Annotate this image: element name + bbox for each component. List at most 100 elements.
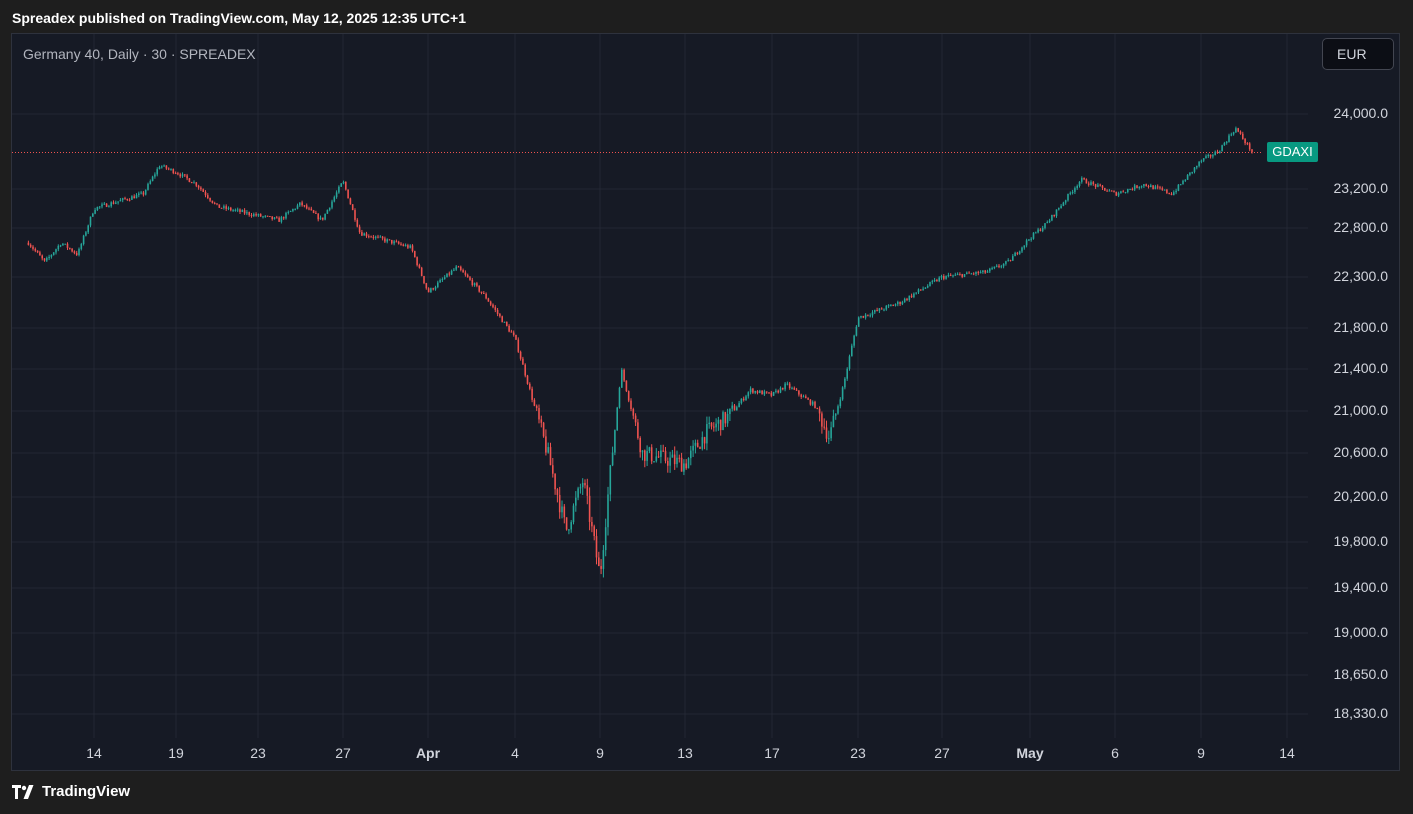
candle-body	[128, 199, 131, 201]
candle-body	[218, 204, 221, 208]
candle-body	[172, 169, 175, 174]
time-tick-label: 23	[850, 745, 866, 761]
candle-body	[892, 305, 894, 307]
candle-body	[1097, 184, 1099, 187]
price-tick-label: 24,000.0	[1334, 105, 1389, 121]
candle-body	[368, 236, 370, 238]
candle-body	[292, 209, 294, 211]
candle-body	[913, 293, 915, 298]
candle-body	[947, 274, 950, 277]
candle-body	[98, 206, 101, 208]
candle-body	[483, 292, 485, 294]
candle-body	[59, 245, 62, 247]
candle-body	[821, 413, 823, 427]
candle-body	[867, 314, 869, 316]
tradingview-logo-icon	[12, 784, 34, 799]
candle-body	[280, 217, 283, 222]
chart-panel[interactable]	[11, 33, 1400, 771]
candle-body	[874, 310, 876, 313]
candle-body	[174, 173, 177, 175]
candle-body	[319, 217, 322, 220]
candle-body	[1152, 185, 1154, 190]
candle-body	[687, 458, 690, 469]
candle-body	[570, 522, 572, 530]
candle-body	[69, 247, 71, 249]
candle-body	[1237, 128, 1239, 132]
candle-body	[349, 198, 352, 205]
candle-body	[1214, 151, 1216, 156]
candle-body	[614, 430, 616, 453]
candle-body	[568, 529, 570, 531]
candle-body	[890, 305, 892, 307]
candle-body	[156, 169, 158, 175]
candle-body	[959, 274, 961, 276]
candle-body	[133, 196, 135, 199]
candle-body	[517, 339, 520, 352]
candle-body	[554, 473, 556, 490]
brand[interactable]: TradingView	[12, 783, 130, 800]
candle-body	[805, 396, 807, 399]
candle-body	[800, 394, 802, 397]
candle-body	[416, 257, 418, 266]
candle-body	[1184, 179, 1187, 181]
candle-body	[1239, 131, 1242, 134]
candle-body	[745, 396, 747, 401]
candle-body	[170, 169, 172, 171]
candle-body	[535, 405, 538, 409]
candle-body	[402, 244, 405, 246]
candle-body	[563, 506, 566, 518]
candle-body	[621, 369, 623, 388]
candle-body	[1012, 256, 1014, 261]
candle-body	[124, 198, 126, 200]
candle-body	[1232, 132, 1235, 135]
candle-body	[549, 447, 552, 466]
candle-body	[89, 216, 92, 226]
candle-body	[807, 398, 809, 400]
candle-body	[73, 251, 76, 253]
price-tick-label: 21,800.0	[1334, 319, 1389, 335]
candle-body	[190, 182, 193, 184]
candle-body	[943, 276, 945, 279]
candle-body	[984, 270, 986, 273]
candle-body	[1023, 245, 1026, 248]
price-tick-label: 20,600.0	[1334, 444, 1389, 460]
candle-body	[915, 292, 917, 294]
candle-body	[779, 387, 782, 393]
candle-body	[993, 266, 996, 269]
candle-body	[1076, 186, 1078, 189]
candle-body	[437, 282, 439, 288]
currency-button[interactable]: EUR	[1322, 38, 1394, 70]
candle-body	[920, 289, 922, 291]
candle-body	[377, 236, 379, 238]
candle-body	[324, 213, 326, 220]
candle-body	[851, 345, 853, 357]
candle-body	[1101, 185, 1104, 188]
candle-body	[423, 276, 425, 284]
candle-body	[432, 288, 434, 290]
candle-body	[561, 506, 563, 513]
candle-body	[287, 211, 290, 213]
candle-body	[1242, 133, 1244, 139]
candle-body	[832, 415, 835, 428]
candle-body	[78, 248, 80, 255]
candle-body	[450, 270, 453, 275]
candle-body	[977, 271, 980, 274]
candle-body	[485, 293, 487, 299]
candle-body	[1230, 134, 1233, 136]
candle-body	[345, 182, 347, 190]
candle-body	[1120, 191, 1122, 194]
candle-body	[533, 399, 536, 406]
candle-body	[420, 267, 423, 277]
candle-body	[754, 391, 756, 393]
time-tick-label: 14	[1279, 745, 1295, 761]
candle-body	[62, 243, 64, 246]
candle-body	[899, 301, 901, 305]
candle-body	[487, 298, 490, 302]
candle-body	[894, 304, 897, 306]
candle-body	[1115, 192, 1118, 196]
candle-body	[979, 272, 982, 274]
candle-body	[703, 437, 706, 444]
candle-body	[761, 390, 763, 395]
candle-body	[786, 383, 789, 385]
